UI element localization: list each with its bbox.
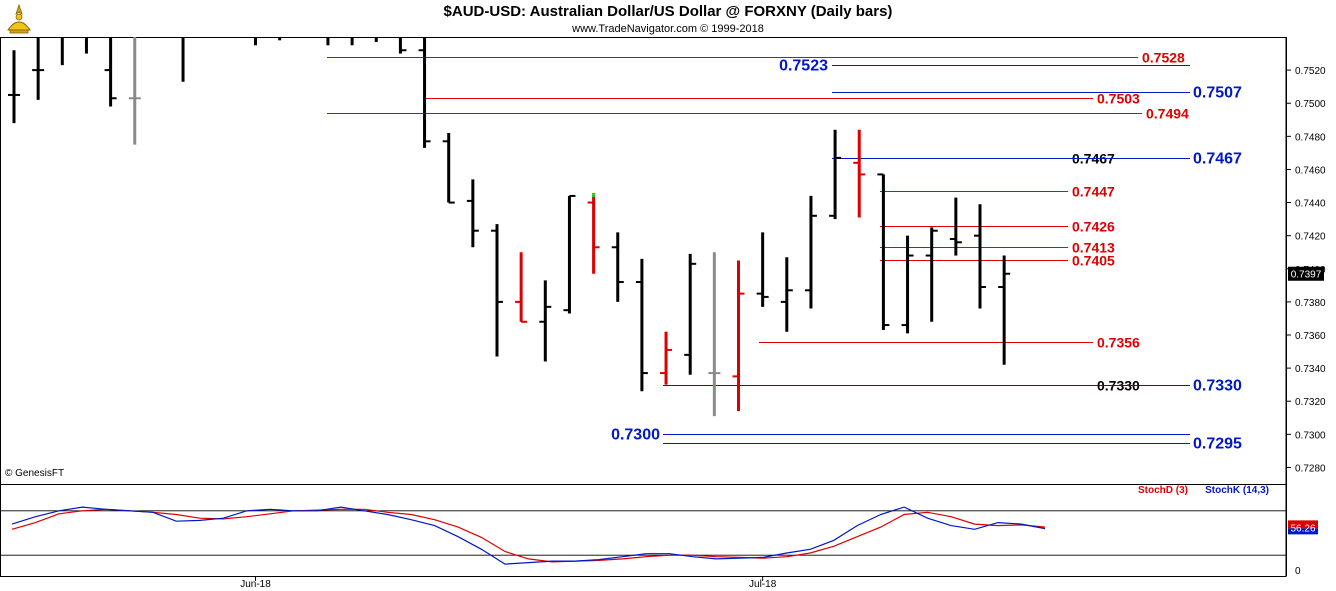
level-label: 0.7507 (1193, 85, 1242, 102)
stoch-k-line (11, 506, 1046, 565)
level-label: 0.7494 (1146, 106, 1189, 122)
ohlc-bars (8, 37, 1011, 417)
last-price-label: 0.7397 (1291, 270, 1322, 281)
stoch-last-box-bottom (1288, 528, 1318, 535)
y-tick-label: 0.7520 (1295, 66, 1326, 77)
level-label: 0.7503 (1097, 91, 1140, 107)
level-label: 0.7447 (1072, 184, 1115, 200)
y-tick-label: 0.7440 (1295, 199, 1326, 210)
level-label: 0.7300 (611, 427, 660, 444)
y-tick-label: 0.7360 (1295, 331, 1326, 342)
y-tick-label: 0.7460 (1295, 165, 1326, 176)
level-label: 0.7295 (1193, 436, 1242, 453)
copyright-label: © GenesisFT (5, 468, 65, 479)
level-label: 0.7467 (1193, 151, 1242, 168)
stoch-last-box-top (1288, 520, 1318, 529)
last-price-box (1288, 266, 1324, 281)
stoch-d-line (11, 508, 1046, 563)
stochastic-pane-frame (0, 484, 1287, 577)
level-label: 0.7426 (1072, 219, 1115, 235)
stoch-zero-label: 0 (1295, 566, 1301, 577)
chart-title: $AUD-USD: Australian Dollar/US Dollar @ … (443, 3, 893, 20)
level-label: 0.7413 (1072, 240, 1115, 256)
date-label: Jun-18 (240, 579, 271, 590)
level-label: 0.7405 (1072, 253, 1115, 269)
date-label: Jul-18 (749, 579, 777, 590)
y-tick-label: 0.7280 (1295, 463, 1326, 474)
trade-navigator-logo-icon (2, 2, 36, 36)
level-label: 0.7330 (1193, 378, 1242, 395)
y-tick-label: 0.7380 (1295, 298, 1326, 309)
y-tick-label: 0.7500 (1295, 99, 1326, 110)
level-label: 0.7523 (779, 58, 828, 75)
chart-subtitle: www.TradeNavigator.com © 1999-2018 (572, 23, 764, 35)
y-tick-label: 0.7420 (1295, 232, 1326, 243)
y-tick-label: 0.7340 (1295, 364, 1326, 375)
y-tick-label: 0.7320 (1295, 397, 1326, 408)
stoch-k-legend: StochK (14,3) (1205, 485, 1269, 496)
stoch-last-label: 56.26 (1290, 523, 1315, 534)
level-label: 0.7528 (1142, 50, 1185, 66)
y-tick-label: 0.7300 (1295, 430, 1326, 441)
stoch-d-legend: StochD (3) (1138, 485, 1188, 496)
y-tick-label: 0.7480 (1295, 132, 1326, 143)
level-label: 0.7356 (1097, 335, 1140, 351)
